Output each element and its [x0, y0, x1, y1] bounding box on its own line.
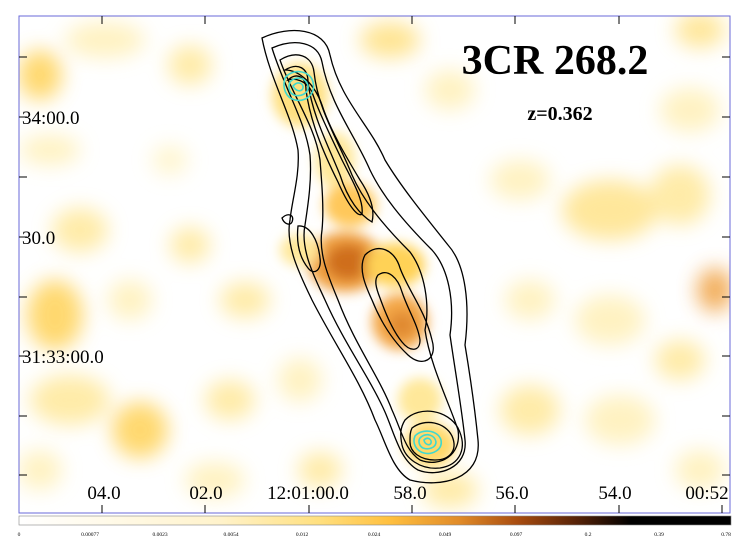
radio-contours: [261, 29, 479, 484]
dec-tick-label: 34:00.0: [22, 108, 80, 129]
dec-tick-label: 30.0: [22, 228, 55, 249]
xray-emission-map: [19, 16, 730, 508]
colorbar-tick-label: 0.2: [585, 532, 592, 538]
colorbar-tick-label: 0.0054: [223, 532, 238, 538]
ra-tick-label: 12:01:00.0: [267, 483, 349, 504]
colorbar-tick-label: 0.097: [510, 532, 523, 538]
colorbar-tick-label: 0.0023: [152, 532, 167, 538]
axis-ticks: [19, 16, 730, 513]
colorbar-tick-label: 0: [18, 532, 21, 538]
colorbar-tick-label: 0.049: [439, 532, 452, 538]
ra-tick-label: 56.0: [495, 483, 528, 504]
plot-frame: [18, 15, 731, 514]
colorbar-tick-label: 0.024: [368, 532, 381, 538]
ra-tick-label: 00:52: [685, 483, 728, 504]
dec-tick-label: 31:33:00.0: [22, 347, 104, 368]
colorbar: 0 0.00077 0.0023 0.0054 0.012 0.024 0.04…: [18, 515, 732, 538]
colorbar-gradient: [18, 515, 732, 526]
xray-contours: [283, 70, 442, 455]
colorbar-tick-label: 0.012: [296, 532, 309, 538]
source-title: 3CR 268.2: [462, 38, 649, 84]
colorbar-tick-label: 0.39: [654, 532, 664, 538]
ra-tick-label: 58.0: [393, 483, 426, 504]
ra-tick-label: 54.0: [598, 483, 631, 504]
ra-tick-label: 02.0: [189, 483, 222, 504]
redshift-label: z=0.362: [527, 103, 592, 125]
colorbar-tick-label: 0.00077: [81, 532, 99, 538]
ra-tick-label: 04.0: [87, 483, 120, 504]
colorbar-tick-label: 0.78: [721, 532, 731, 538]
